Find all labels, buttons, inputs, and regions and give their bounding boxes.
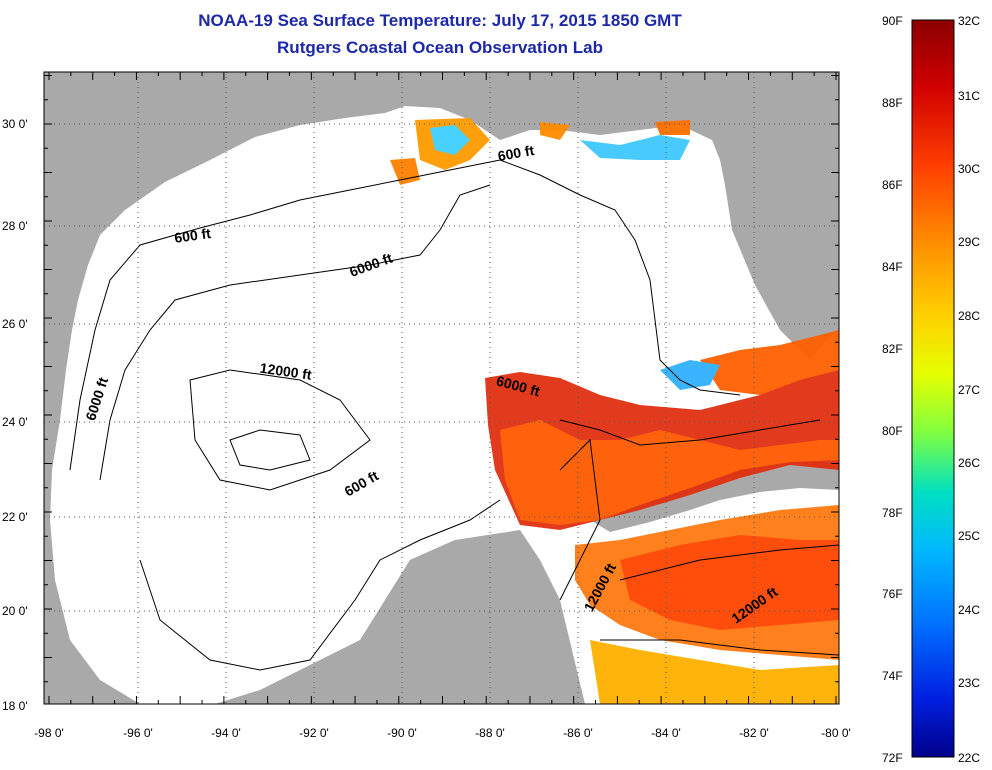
colorbar-c-label: 22C [958, 751, 980, 765]
colorbar-c-label: 30C [958, 162, 980, 176]
colorbar-c-label: 32C [958, 14, 980, 28]
x-tick-label: -88 0' [475, 726, 505, 740]
colorbar [911, 19, 955, 758]
colorbar-c-label: 31C [958, 89, 980, 103]
colorbar-c-label: 25C [958, 529, 980, 543]
map-title: NOAA-19 Sea Surface Temperature: July 17… [198, 11, 682, 30]
colorbar-f-label: 80F [882, 424, 903, 438]
contour-label: 600 ft [497, 142, 536, 164]
x-tick-label: -84 0' [651, 726, 681, 740]
yucatan-land [380, 530, 590, 704]
y-tick-label: 20 0' [2, 604, 28, 618]
colorbar-fahrenheit-labels: 90F 88F 86F 84F 82F 80F 78F 76F 74F 72F [882, 14, 903, 765]
x-tick-label: -96 0' [123, 726, 153, 740]
graticule [44, 72, 839, 704]
colorbar-c-label: 27C [958, 383, 980, 397]
x-tick-label: -94 0' [211, 726, 241, 740]
x-tick-label: -92 0' [299, 726, 329, 740]
contour-label: 600 ft [173, 225, 212, 246]
axis-ticks [44, 72, 839, 704]
florida-land [725, 170, 839, 350]
colorbar-f-label: 72F [882, 751, 903, 765]
y-tick-label: 22 0' [2, 510, 28, 524]
y-tick-label: 26 0' [2, 317, 28, 331]
y-tick-label: 18 0' [2, 699, 28, 713]
colorbar-celsius-labels: 32C 31C 30C 29C 28C 27C 26C 25C 24C 23C … [958, 14, 980, 765]
colorbar-c-label: 29C [958, 235, 980, 249]
colorbar-f-label: 90F [882, 14, 903, 28]
sst-data [390, 118, 839, 704]
colorbar-f-label: 86F [882, 178, 903, 192]
colorbar-f-label: 84F [882, 260, 903, 274]
bathymetry-contours [69, 159, 839, 671]
y-tick-label: 30 0' [2, 117, 28, 131]
colorbar-c-label: 26C [958, 456, 980, 470]
x-tick-label: -86 0' [563, 726, 593, 740]
y-tick-label: 28 0' [2, 219, 28, 233]
x-axis-labels: -98 0' -96 0' -94 0' -92 0' -90 0' -88 0… [34, 726, 851, 740]
cuba-land [590, 462, 839, 532]
colorbar-c-label: 24C [958, 603, 980, 617]
colorbar-f-label: 78F [882, 506, 903, 520]
x-tick-label: -98 0' [34, 726, 64, 740]
map-frame [43, 71, 840, 705]
x-tick-label: -90 0' [387, 726, 417, 740]
colorbar-f-label: 88F [882, 96, 903, 110]
y-axis-labels: 18 0' 20 0' 22 0' 24 0' 26 0' 28 0' 30 0… [2, 117, 28, 713]
x-tick-label: -80 0' [821, 726, 851, 740]
contour-label: 12000 ft [259, 360, 313, 383]
x-tick-label: -82 0' [739, 726, 769, 740]
colorbar-c-label: 28C [958, 309, 980, 323]
colorbar-c-label: 23C [958, 676, 980, 690]
colorbar-f-label: 82F [882, 342, 903, 356]
y-tick-label: 24 0' [2, 415, 28, 429]
colorbar-f-label: 76F [882, 587, 903, 601]
colorbar-f-label: 74F [882, 669, 903, 683]
map-subtitle: Rutgers Coastal Ocean Observation Lab [277, 38, 603, 57]
